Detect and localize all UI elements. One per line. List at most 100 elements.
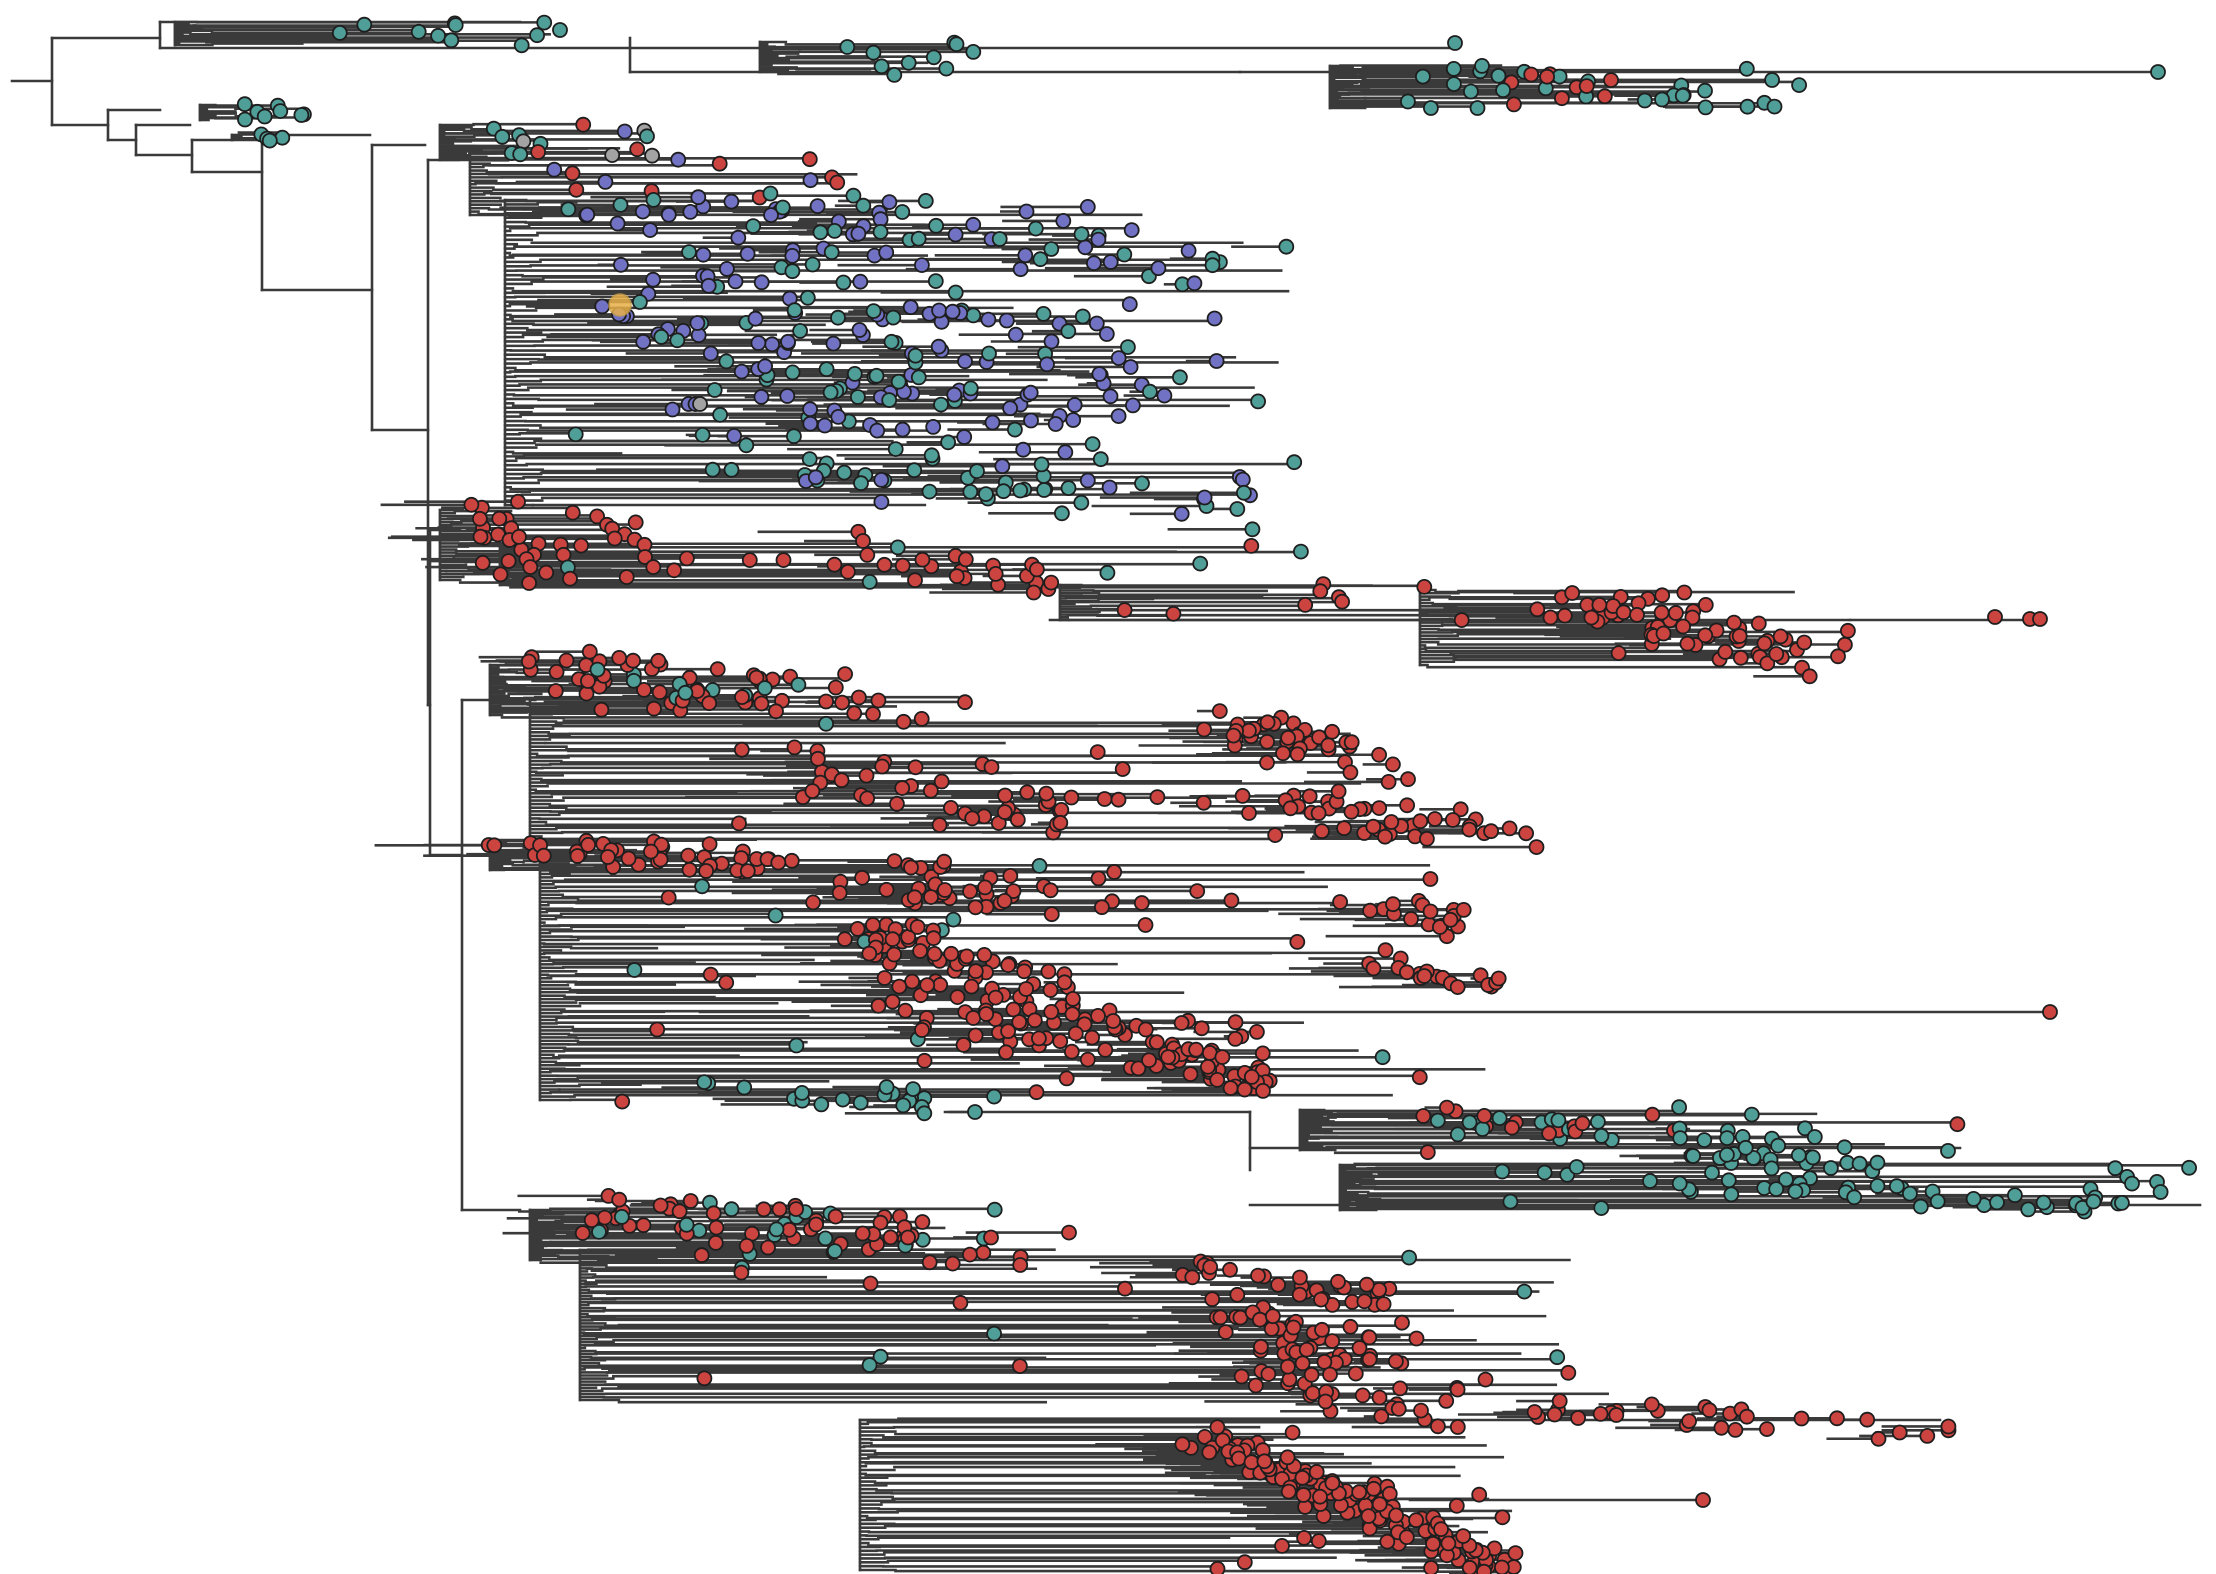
tip-node-red <box>593 701 610 718</box>
tip-node-purple <box>660 206 677 223</box>
tip-node-teal <box>1770 1137 1786 1154</box>
tip-node-red <box>975 1244 992 1261</box>
tip-node-purple <box>873 494 890 510</box>
tip-node-red <box>904 973 920 990</box>
tree-tips <box>236 14 2198 1574</box>
tip-node-red <box>1570 1410 1586 1426</box>
tip-node-red <box>548 664 565 680</box>
tip-node-teal <box>589 661 606 678</box>
tip-node-purple <box>998 312 1015 329</box>
tip-node-red <box>733 1264 750 1281</box>
tip-node-red <box>998 1044 1014 1061</box>
tip-node-teal <box>1766 98 1783 115</box>
tip-node-red <box>1390 1401 1407 1417</box>
tip-node-red <box>1383 814 1400 830</box>
tip-node-purple <box>1206 310 1223 327</box>
tip-node-red <box>705 1205 722 1222</box>
tip-node-red <box>1227 1031 1244 1047</box>
tip-node-teal <box>1869 1154 1886 1171</box>
tip-node-red <box>741 552 758 568</box>
tip-node-teal <box>1060 480 1077 497</box>
tip-node-teal <box>1846 1189 1863 1206</box>
tip-node-teal <box>1797 1120 1813 1137</box>
tip-node-red <box>1385 756 1401 773</box>
tip-node-teal <box>678 1216 695 1233</box>
tip-node-purple <box>1102 388 1119 405</box>
tip-node-red <box>913 711 930 727</box>
tip-node-teal <box>967 1104 983 1120</box>
tip-node-red <box>1042 982 1059 998</box>
tip-node-teal <box>723 1201 740 1218</box>
tip-node-teal <box>1590 1113 1606 1130</box>
tip-node-red <box>1354 1387 1371 1404</box>
tip-node-red <box>894 780 911 796</box>
tip-node-red <box>855 533 871 549</box>
tip-node-red <box>1005 1001 1022 1018</box>
tip-node-red <box>1193 1020 1210 1037</box>
tip-node-purple <box>1065 412 1082 428</box>
tip-node-teal <box>885 309 902 326</box>
tip-node-red <box>1043 1004 1060 1020</box>
tip-node-red <box>1212 1309 1229 1326</box>
tip-node-teal <box>981 345 997 362</box>
tip-node-red <box>1026 1012 1043 1029</box>
tip-node-teal <box>1685 1148 1701 1164</box>
tip-node-red <box>589 508 605 525</box>
tip-node-red <box>1358 1276 1375 1293</box>
tip-node-red <box>1209 1419 1226 1436</box>
tip-node-red <box>840 563 856 580</box>
tip-node-red <box>874 758 890 775</box>
tip-node-purple <box>1055 212 1072 229</box>
tip-node-gray <box>644 147 660 164</box>
tip-node-red <box>1427 811 1443 827</box>
tip-node-red <box>463 496 480 513</box>
tip-node-teal <box>1172 369 1188 386</box>
tip-node-red <box>679 550 695 567</box>
tip-node-teal <box>2152 1184 2169 1200</box>
tip-node-red <box>1064 1006 1081 1023</box>
tip-node-red <box>1506 96 1522 113</box>
tip-node-purple <box>634 203 651 220</box>
tip-node-red <box>1250 1267 1266 1284</box>
tip-node-teal <box>1778 1171 1794 1188</box>
tip-node-teal <box>917 192 934 209</box>
tip-node-red <box>1298 1341 1315 1358</box>
tip-node-teal <box>861 1357 878 1373</box>
tip-node-teal <box>1888 1178 1905 1195</box>
tip-node-teal <box>1697 82 1713 99</box>
tip-node-red <box>914 1022 930 1038</box>
tip-node-teal <box>745 218 762 235</box>
tip-node-red <box>1829 1410 1845 1427</box>
tip-node-teal <box>723 461 740 478</box>
tip-node-teal <box>948 36 965 53</box>
tip-node-teal <box>1469 100 1486 116</box>
tip-node-gray <box>515 133 532 150</box>
tip-node-red <box>581 643 598 660</box>
tip-node-teal <box>1568 1159 1585 1175</box>
tip-node-red <box>810 750 826 767</box>
tip-node-purple <box>802 415 819 432</box>
tip-node-teal <box>718 353 735 370</box>
tip-node-teal <box>1674 87 1691 104</box>
tip-node-purple <box>1022 384 1039 401</box>
tip-node-red <box>1336 820 1352 837</box>
tip-node-teal <box>430 27 447 44</box>
tip-node-red <box>886 853 903 869</box>
tip-node-red <box>965 1010 982 1026</box>
tip-node-teal <box>801 451 818 468</box>
tip-node-red <box>1518 825 1534 842</box>
tip-node-red <box>891 978 908 995</box>
tip-node-teal <box>2124 1175 2140 1192</box>
tip-node-red <box>1312 1488 1328 1505</box>
tip-node-teal <box>1445 61 1462 77</box>
tip-node-red <box>666 562 682 579</box>
tip-node-red <box>1398 1529 1415 1546</box>
tip-node-red <box>801 151 818 168</box>
tip-node-red <box>1732 649 1749 666</box>
tip-node-teal <box>1672 1130 1689 1146</box>
tip-node-red <box>1294 1469 1311 1486</box>
tip-node-red <box>1717 644 1734 660</box>
tip-node-purple <box>1102 254 1119 270</box>
tip-node-teal <box>1671 1175 1688 1192</box>
tip-node-teal <box>1449 1126 1466 1143</box>
